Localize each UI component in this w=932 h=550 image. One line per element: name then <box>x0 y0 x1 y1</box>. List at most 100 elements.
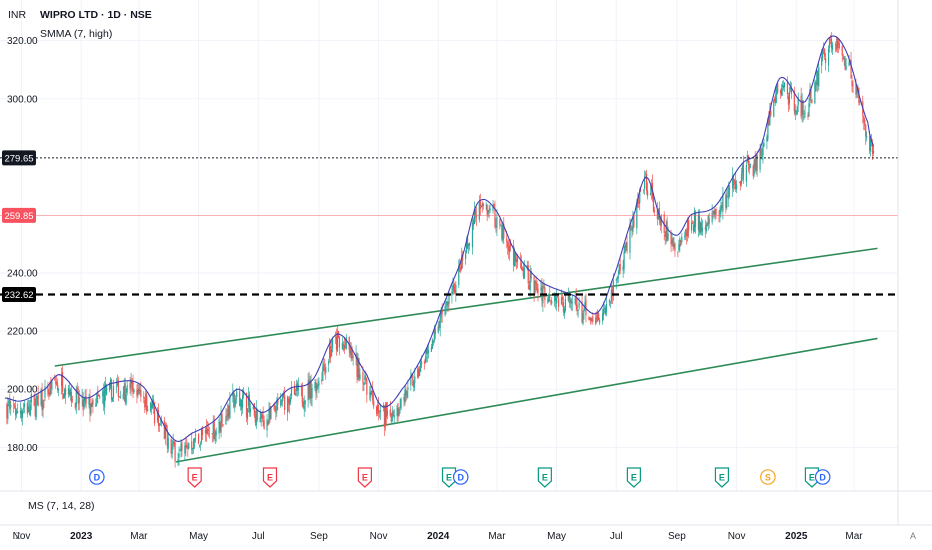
candle <box>184 441 186 461</box>
candle <box>844 56 846 71</box>
trendline[interactable] <box>54 247 878 367</box>
earnings-marker[interactable]: E <box>187 467 202 488</box>
candle <box>581 295 583 324</box>
candle <box>125 388 127 406</box>
candle <box>30 386 32 411</box>
svg-text:E: E <box>809 473 815 483</box>
candle <box>481 200 483 213</box>
candle <box>845 58 847 71</box>
time-axis-right-button[interactable]: A <box>910 531 916 541</box>
candle <box>604 305 607 316</box>
candle <box>246 408 249 425</box>
earnings-marker[interactable]: E <box>626 467 641 488</box>
earnings-marker[interactable]: E <box>804 467 820 488</box>
candle <box>489 204 491 214</box>
time-axis[interactable]: Nov 2023 Mar May Jul Sep Nov 2024 Mar May Jul Sep No… <box>13 531 864 542</box>
candle <box>530 267 532 283</box>
candle <box>712 210 714 219</box>
candle <box>156 407 159 424</box>
candle <box>310 374 312 406</box>
candle <box>144 397 146 413</box>
candle <box>686 227 688 245</box>
candle <box>510 239 512 252</box>
earnings-marker[interactable]: E <box>262 467 278 488</box>
time-axis-left-button[interactable]: Z <box>15 531 21 541</box>
svg-text:E: E <box>267 473 273 483</box>
candle <box>295 379 297 397</box>
candle <box>22 402 25 414</box>
candle <box>522 261 524 280</box>
candle <box>397 402 399 422</box>
indicator-legend[interactable]: SMMA (7, high) <box>40 28 112 40</box>
trendline[interactable] <box>175 337 878 463</box>
candle <box>678 239 680 252</box>
candle <box>684 231 686 241</box>
earnings-marker[interactable]: E <box>537 467 552 488</box>
candle <box>856 87 858 98</box>
dividend-marker[interactable]: D <box>814 469 831 485</box>
candle <box>235 395 237 408</box>
candle <box>352 353 354 366</box>
candle <box>437 321 439 334</box>
candle <box>105 376 107 401</box>
candle <box>70 386 73 408</box>
candle <box>681 232 683 245</box>
candle <box>700 217 702 236</box>
candle <box>520 255 522 271</box>
candle <box>569 296 571 309</box>
candle <box>321 371 323 385</box>
split-marker[interactable]: S <box>760 469 776 485</box>
candle <box>21 408 24 426</box>
candle <box>179 448 181 452</box>
candle <box>167 432 169 453</box>
candle <box>685 229 687 241</box>
candle <box>188 442 190 450</box>
candle <box>17 403 19 414</box>
candle <box>715 207 717 219</box>
candle <box>356 352 358 384</box>
candle <box>119 390 121 399</box>
dividend-marker[interactable]: D <box>452 469 469 485</box>
candle <box>267 419 269 426</box>
candle <box>130 372 132 397</box>
candle <box>236 387 238 404</box>
candle <box>488 204 490 219</box>
candle <box>266 413 268 438</box>
candle <box>403 393 405 407</box>
candle <box>62 392 65 399</box>
dividend-marker[interactable]: D <box>89 469 105 485</box>
candle <box>225 407 227 425</box>
candle <box>133 388 135 394</box>
candle <box>671 232 673 247</box>
candle <box>656 202 658 226</box>
candle <box>721 202 723 213</box>
candle <box>603 304 606 314</box>
candle <box>282 392 284 407</box>
candle <box>69 387 72 401</box>
candle <box>691 220 694 224</box>
candle <box>674 242 676 257</box>
candle <box>138 383 140 395</box>
candle <box>474 209 477 223</box>
candle <box>206 421 208 435</box>
earnings-marker[interactable]: E <box>714 467 730 488</box>
candle <box>286 395 289 421</box>
candle <box>588 315 590 321</box>
candle <box>92 397 94 414</box>
candle <box>157 403 160 432</box>
candle <box>385 401 387 426</box>
candle <box>762 141 764 164</box>
earnings-marker[interactable]: E <box>357 467 372 488</box>
candle <box>51 379 53 395</box>
candle <box>583 306 585 320</box>
price-axis[interactable]: 180.00 200.00 220.00 240.00 300.00 320.00 <box>7 36 38 454</box>
candle <box>110 378 113 403</box>
candle <box>150 401 152 413</box>
candle <box>335 328 338 356</box>
symbol-title[interactable]: WIPRO LTD · 1D · NSE <box>40 9 152 21</box>
candle <box>253 403 255 418</box>
candle <box>44 379 46 402</box>
earnings-marker[interactable]: E <box>441 467 457 488</box>
